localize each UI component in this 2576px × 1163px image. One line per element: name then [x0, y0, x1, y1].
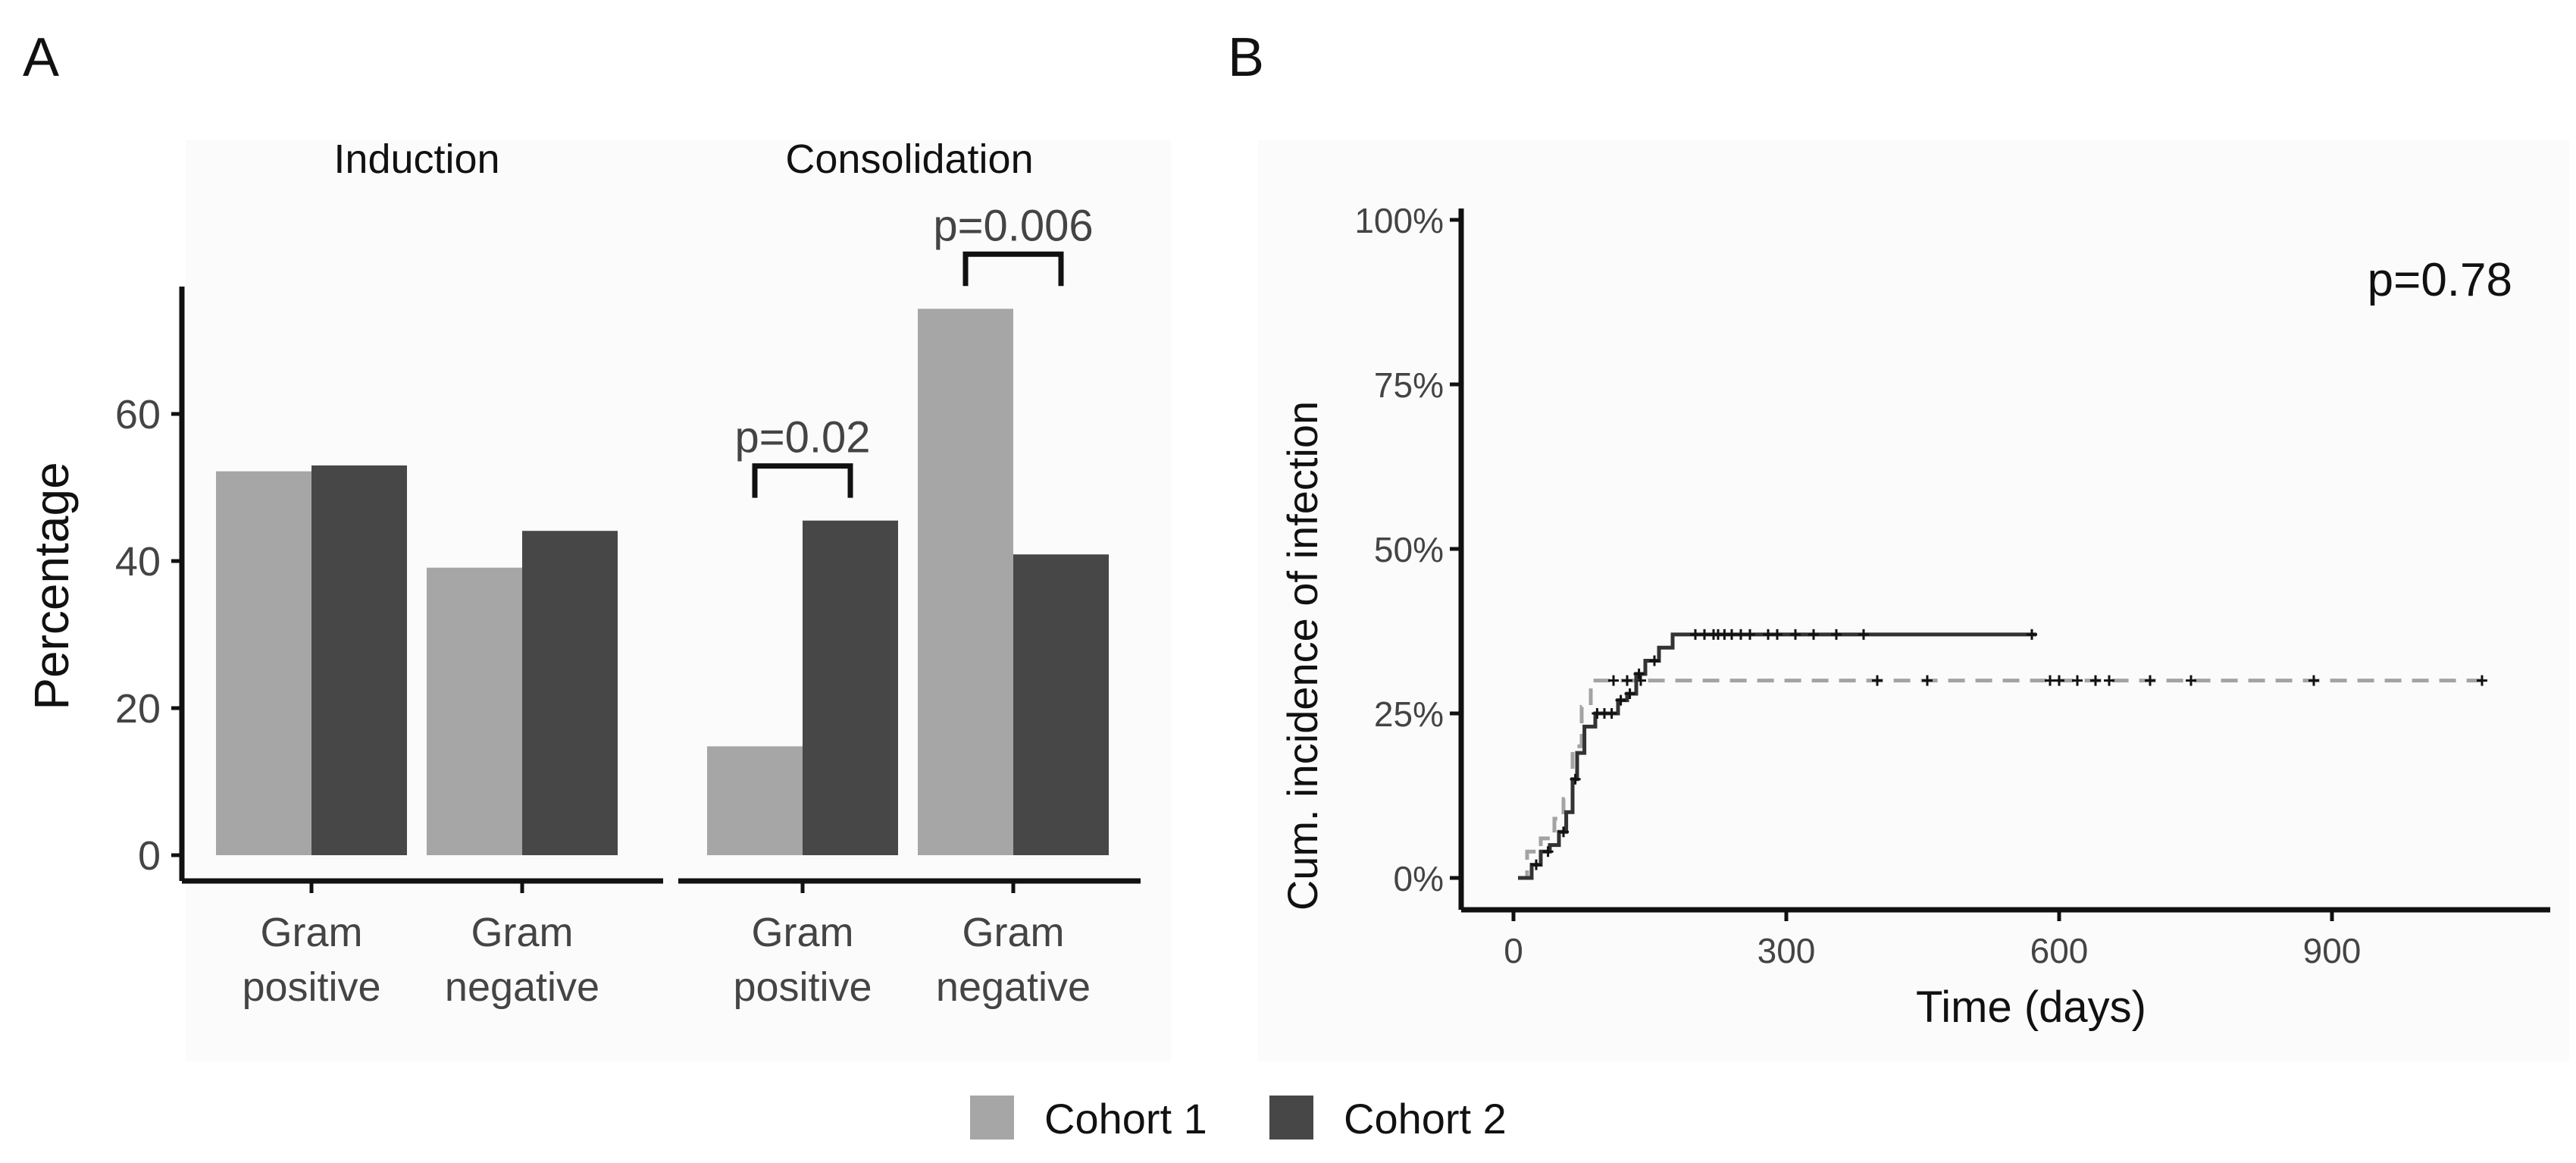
- y-axis-label-b: Cum. incidence of infection: [1279, 401, 1326, 911]
- censor-mark: [1615, 694, 1626, 706]
- censor-mark: [2027, 629, 2037, 640]
- y-tick-label: 0: [138, 833, 161, 879]
- censor-mark: [1690, 629, 1701, 640]
- y-tick-label: 25%: [1374, 694, 1444, 734]
- significance-bracket: [962, 251, 1064, 287]
- censor-mark: [1736, 629, 1746, 640]
- y-tick-label: 60: [115, 392, 161, 437]
- bar: [427, 567, 522, 855]
- x-tick-label: negative: [936, 964, 1091, 1010]
- legend-label-cohort-1: Cohort 1: [1044, 1095, 1207, 1143]
- panel-a: 0 20 40 60 Induction Gram positive Gram negative…: [115, 136, 1141, 1010]
- significance-label: p=0.02: [734, 413, 870, 462]
- p-value-annotation: p=0.78: [2368, 254, 2512, 306]
- x-tick-label: 900: [2303, 931, 2362, 970]
- censor-mark: [1763, 629, 1773, 640]
- censor-mark: [1699, 629, 1710, 640]
- y-tick-label: 100%: [1354, 201, 1444, 240]
- censor-mark: [1606, 708, 1617, 719]
- censor-mark: [1531, 859, 1542, 870]
- bar: [918, 309, 1013, 855]
- bar: [311, 465, 407, 855]
- censor-mark: [1831, 629, 1842, 640]
- x-tick-label: positive: [733, 964, 872, 1010]
- censor-mark: [1542, 846, 1554, 857]
- bar: [216, 471, 311, 855]
- censor-mark: [1872, 675, 1883, 686]
- legend-swatch-cohort-1: [970, 1096, 1014, 1139]
- x-tick-label: Gram: [962, 910, 1065, 955]
- panel-b-label: B: [1228, 27, 1264, 88]
- x-tick-label: Gram: [261, 910, 363, 955]
- censor-mark: [1922, 675, 1933, 686]
- x-tick-label: Gram: [752, 910, 854, 955]
- censor-mark: [2308, 675, 2319, 686]
- y-tick-label: 40: [115, 539, 161, 585]
- y-tick-label: 50%: [1374, 530, 1444, 569]
- facet-title: Consolidation: [785, 136, 1033, 182]
- x-tick-label: Gram: [471, 910, 574, 955]
- censor-mark: [1558, 826, 1569, 838]
- bar: [803, 520, 898, 855]
- bar: [707, 746, 803, 855]
- x-tick-label: negative: [445, 964, 599, 1010]
- legend-swatch-cohort-2: [1269, 1096, 1313, 1139]
- censor-mark: [2145, 675, 2155, 686]
- censor-mark: [2045, 675, 2055, 686]
- censor-mark: [1745, 629, 1755, 640]
- panel-a-label: A: [23, 27, 59, 88]
- censor-mark: [1772, 629, 1783, 640]
- y-tick-label: 20: [115, 686, 161, 732]
- x-tick-label: 0: [1504, 931, 1523, 970]
- censor-mark: [1858, 629, 1869, 640]
- censor-mark: [1622, 675, 1632, 686]
- bar: [522, 531, 618, 855]
- censor-mark: [2054, 675, 2064, 686]
- legend: Cohort 1 Cohort 2: [970, 1095, 1507, 1143]
- y-tick-label: 0%: [1394, 859, 1444, 898]
- censor-mark: [1649, 655, 1660, 666]
- x-axis-label: Time (days): [1916, 983, 2146, 1032]
- x-tick-label: 300: [1758, 931, 1816, 970]
- x-tick-label: positive: [242, 964, 380, 1010]
- censor-mark: [1570, 773, 1581, 785]
- significance-bracket: [752, 463, 853, 498]
- facet-title: Induction: [333, 136, 499, 182]
- censor-mark: [1624, 688, 1635, 699]
- censor-mark: [1808, 629, 1819, 640]
- legend-label-cohort-2: Cohort 2: [1344, 1095, 1507, 1143]
- x-tick-label: 600: [2030, 931, 2089, 970]
- censor-mark: [2477, 675, 2487, 686]
- censor-mark: [2072, 675, 2083, 686]
- censor-mark: [1608, 675, 1619, 686]
- significance-label: p=0.006: [933, 201, 1093, 250]
- curve-cohort-2: [1518, 632, 2036, 880]
- censor-mark: [1726, 629, 1737, 640]
- censor-mark: [2186, 675, 2196, 686]
- censor-mark: [2090, 675, 2101, 686]
- bar: [1013, 554, 1109, 855]
- censor-mark: [2104, 675, 2114, 686]
- curve-cohort-1: [1518, 679, 2487, 880]
- y-axis-label: Percentage: [24, 462, 79, 710]
- censor-mark: [1633, 668, 1645, 679]
- panel-b: 0% 25% 50% 75% 100% 0 300 600 900: [1354, 201, 2550, 970]
- y-tick-label: 75%: [1374, 365, 1444, 405]
- censor-mark: [1790, 629, 1801, 640]
